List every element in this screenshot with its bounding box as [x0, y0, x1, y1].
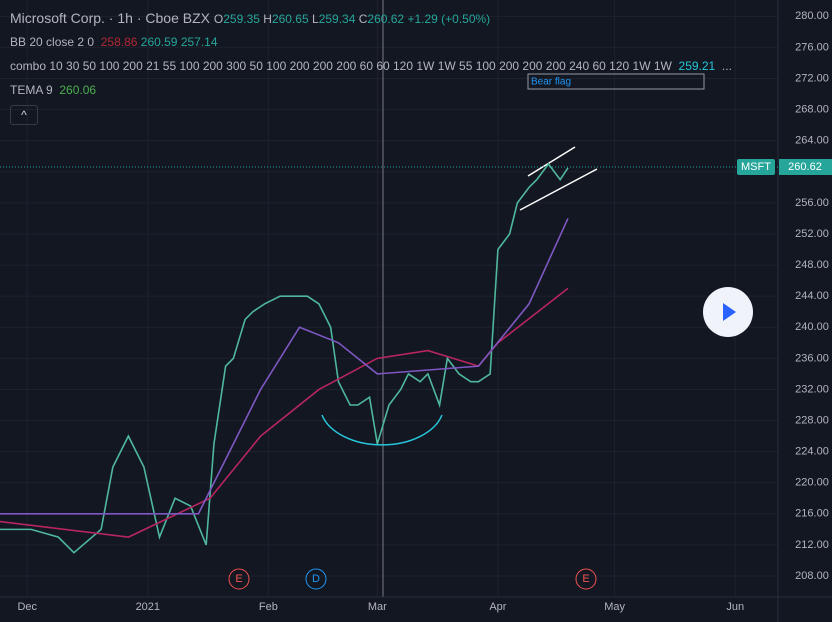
y-tick-label: 248.00	[795, 259, 829, 271]
symbol: Microsoft Corp.	[10, 10, 105, 26]
y-tick-label: 212.00	[795, 539, 829, 551]
collapse-button[interactable]: ^	[10, 105, 38, 125]
x-tick-label: Feb	[259, 601, 278, 613]
indicator-value: ...	[721, 59, 732, 73]
x-tick-label: Dec	[17, 601, 37, 613]
x-tick-label: May	[604, 601, 625, 613]
ohlc-key: O	[213, 12, 224, 26]
price-tag	[779, 158, 832, 175]
ohlc-value: 260.65	[271, 12, 309, 26]
x-tick-label: Apr	[489, 601, 506, 613]
y-tick-label: 252.00	[795, 228, 829, 240]
y-tick-label: 256.00	[795, 197, 829, 209]
x-tick-label: Jun	[726, 601, 744, 613]
indicator-name: TEMA 9	[10, 83, 53, 97]
price-tag	[737, 158, 775, 175]
x-tick-label: Mar	[368, 601, 387, 613]
indicator-value: 259.21	[678, 59, 716, 73]
y-tick-label: 216.00	[795, 508, 829, 520]
indicator-name: combo 10 30 50 100 200 21 55 100 200 300…	[10, 59, 672, 73]
ohlc-key: C	[358, 12, 368, 26]
play-icon	[723, 303, 736, 321]
y-tick-label: 224.00	[795, 446, 829, 458]
ohlc-value: 260.62	[367, 12, 405, 26]
ohlc-key: H	[263, 12, 272, 26]
y-tick-label: 232.00	[795, 383, 829, 395]
change: +1.29 (+0.50%)	[407, 12, 491, 26]
y-tick-label: 220.00	[795, 477, 829, 489]
interval: 1h	[117, 10, 133, 26]
indicator: TEMA 9 260.06	[10, 83, 96, 97]
exchange: Cboe BZX	[145, 10, 210, 26]
price-line	[0, 287, 569, 538]
y-tick-label: 208.00	[795, 570, 829, 582]
y-tick-label: 236.00	[795, 352, 829, 364]
event-label: D	[312, 573, 320, 585]
indicator: BB 20 close 2 0 258.86 260.59 257.14	[10, 35, 218, 49]
legend-main: Microsoft Corp. · 1h · Cboe BZX O259.35 …	[10, 10, 491, 26]
event-label: E	[582, 573, 589, 585]
event-label: E	[235, 573, 242, 585]
y-tick-label: 272.00	[795, 72, 829, 84]
event-icon[interactable]	[305, 568, 327, 590]
ohlc-key: L	[312, 12, 319, 26]
annotation-box	[527, 73, 705, 90]
indicator-value: 258.86	[100, 35, 138, 49]
y-tick-label: 268.00	[795, 104, 829, 116]
price-line	[0, 218, 569, 515]
indicator-name: BB 20 close 2 0	[10, 35, 95, 49]
y-tick-label: 228.00	[795, 414, 829, 426]
price-tag-value: 260.62	[788, 161, 822, 173]
ohlc-value: 259.35	[223, 12, 260, 26]
event-icon[interactable]	[575, 568, 597, 590]
indicator: combo 10 30 50 100 200 21 55 100 200 300…	[10, 59, 732, 73]
y-tick-label: 264.00	[795, 135, 829, 147]
indicator-value: 260.59	[140, 35, 178, 49]
indicator-value: 260.06	[59, 83, 97, 97]
flag-line	[527, 146, 576, 177]
ohlc-value: 259.34	[318, 12, 356, 26]
x-tick-label: 2021	[136, 601, 160, 613]
cup-drawing	[321, 414, 443, 446]
annotation: Bear flag	[531, 77, 571, 88]
price-tag-label: MSFT	[741, 161, 771, 173]
y-tick-label: 280.00	[795, 10, 829, 22]
y-tick-label: 240.00	[795, 321, 829, 333]
flag-line	[519, 168, 598, 211]
indicator-value: 257.14	[180, 35, 218, 49]
y-tick-label: 276.00	[795, 41, 829, 53]
y-tick-label: 244.00	[795, 290, 829, 302]
event-icon[interactable]	[228, 568, 250, 590]
